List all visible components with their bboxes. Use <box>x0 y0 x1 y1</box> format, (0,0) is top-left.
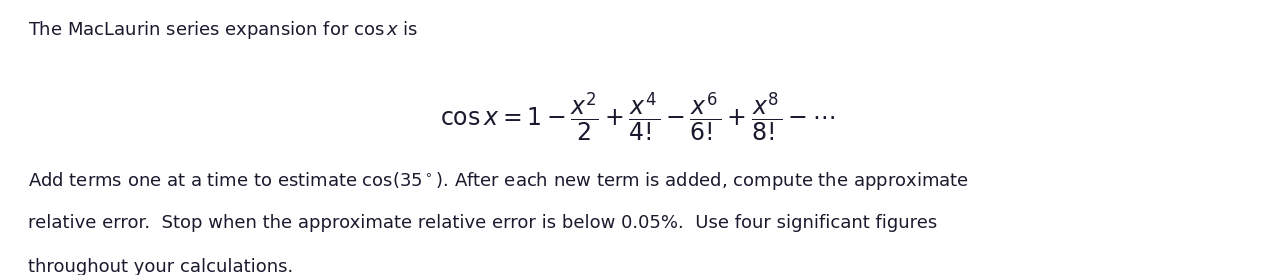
Text: The MacLaurin series expansion for $\mathrm{cos}\, x$ is: The MacLaurin series expansion for $\mat… <box>28 19 418 41</box>
Text: $\cos x = 1 - \dfrac{x^2}{2} + \dfrac{x^4}{4!} - \dfrac{x^6}{6!} + \dfrac{x^8}{8: $\cos x = 1 - \dfrac{x^2}{2} + \dfrac{x^… <box>440 91 834 143</box>
Text: Add terms one at a time to estimate $\mathrm{cos}(35^\circ)$. After each new ter: Add terms one at a time to estimate $\ma… <box>28 170 970 192</box>
Text: throughout your calculations.: throughout your calculations. <box>28 258 293 275</box>
Text: relative error.  Stop when the approximate relative error is below 0.05%.  Use f: relative error. Stop when the approximat… <box>28 214 938 232</box>
